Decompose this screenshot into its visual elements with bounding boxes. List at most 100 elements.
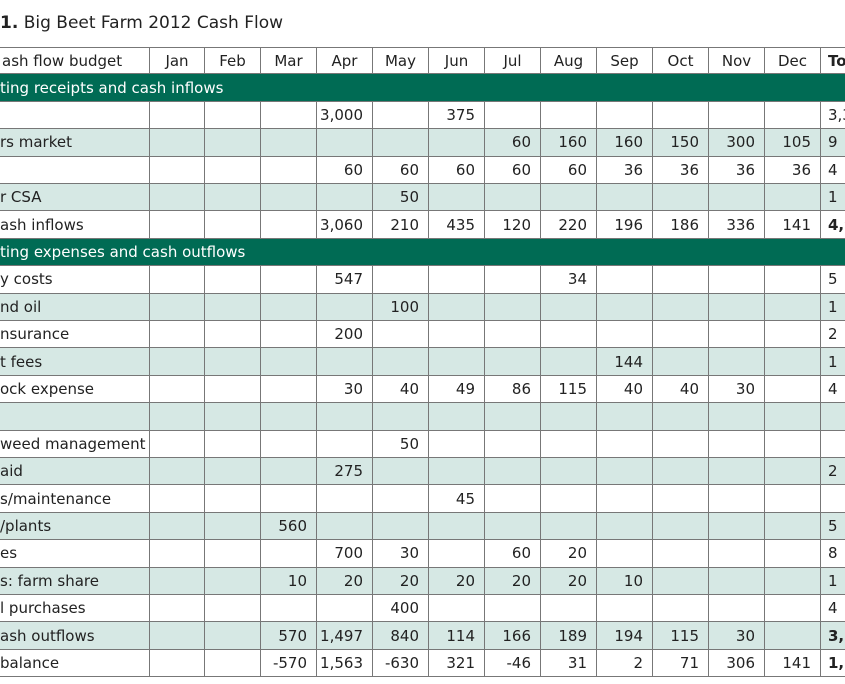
value-cell <box>150 458 205 486</box>
value-cell: 1,1 <box>821 649 845 678</box>
cell-text: es <box>0 544 18 563</box>
value-cell: 275 <box>317 458 373 486</box>
value-cell <box>821 485 845 513</box>
value-cell <box>205 321 261 349</box>
value-cell <box>205 540 261 568</box>
value-cell <box>317 348 373 376</box>
value-cell <box>653 595 709 623</box>
value-cell <box>765 540 821 568</box>
header-cell: Mar <box>261 47 317 75</box>
cell-text: 4 <box>828 160 838 179</box>
header-cell: Dec <box>765 47 821 75</box>
header-cell: Sep <box>597 47 653 75</box>
header-cell: Aug <box>541 47 597 75</box>
value-cell <box>709 567 765 595</box>
header-cell: ash flow budget <box>0 47 150 75</box>
value-cell: 3,7 <box>821 622 845 650</box>
cell-text: 220 <box>558 215 587 234</box>
cell-text: 36 <box>679 160 699 179</box>
cell-text: 20 <box>399 571 419 590</box>
table-title: 1. Big Beet Farm 2012 Cash Flow <box>0 13 283 33</box>
value-cell <box>765 348 821 376</box>
value-cell <box>709 595 765 623</box>
cell-text: 1,1 <box>828 653 845 672</box>
cell-text: 20 <box>455 571 475 590</box>
cell-text: ting receipts and cash inflows <box>0 78 224 97</box>
row-label: l purchases <box>0 595 150 623</box>
value-cell <box>709 485 765 513</box>
value-cell <box>261 101 317 130</box>
value-cell <box>541 348 597 376</box>
cell-text: y costs <box>0 270 53 289</box>
value-cell <box>205 375 261 404</box>
value-cell: 36 <box>709 156 765 184</box>
cell-text: 40 <box>399 379 419 398</box>
value-cell <box>373 266 429 294</box>
cell-text: 3,000 <box>320 105 363 124</box>
cell-text: 10 <box>623 571 643 590</box>
cell-text: 375 <box>446 105 475 124</box>
value-cell: 700 <box>317 540 373 568</box>
value-cell <box>150 348 205 376</box>
value-cell: 40 <box>373 375 429 404</box>
cell-text: 20 <box>567 544 587 563</box>
value-cell <box>261 595 317 623</box>
value-cell <box>205 403 261 431</box>
cell-text: Sep <box>610 51 639 70</box>
cell-text: 1,497 <box>320 626 363 645</box>
cell-text: 20 <box>511 571 531 590</box>
cell-text: l purchases <box>0 599 86 618</box>
value-cell: 160 <box>541 129 597 157</box>
header-cell: Jul <box>485 47 541 75</box>
value-cell: 115 <box>541 375 597 404</box>
value-cell: 2 <box>597 649 653 678</box>
value-cell <box>653 348 709 376</box>
cell-text: Nov <box>721 51 752 70</box>
value-cell <box>765 430 821 458</box>
value-cell <box>150 156 205 184</box>
cell-text: Dec <box>777 51 808 70</box>
value-cell <box>541 512 597 541</box>
cell-text: Aug <box>553 51 584 70</box>
value-cell <box>261 540 317 568</box>
value-cell <box>261 156 317 184</box>
value-cell: 400 <box>373 595 429 623</box>
value-cell: 60 <box>485 156 541 184</box>
value-cell <box>485 293 541 321</box>
value-cell <box>429 512 485 541</box>
cell-text: 40 <box>679 379 699 398</box>
value-cell <box>261 375 317 404</box>
value-cell <box>150 101 205 130</box>
value-cell <box>597 101 653 130</box>
cell-text: 300 <box>726 133 755 152</box>
cell-text: 60 <box>511 160 531 179</box>
cell-text: 10 <box>287 571 307 590</box>
value-cell <box>373 129 429 157</box>
value-cell: 160 <box>597 129 653 157</box>
cell-text: 60 <box>343 160 363 179</box>
cell-text: t fees <box>0 352 43 371</box>
value-cell <box>597 540 653 568</box>
value-cell: 321 <box>429 649 485 678</box>
value-cell <box>709 430 765 458</box>
value-cell <box>653 512 709 541</box>
cell-text: 5 <box>828 516 838 535</box>
cell-text: 3,3 <box>828 105 845 124</box>
value-cell <box>205 101 261 130</box>
value-cell: 10 <box>597 567 653 595</box>
cell-text: 115 <box>670 626 699 645</box>
value-cell: 1,497 <box>317 622 373 650</box>
value-cell <box>373 101 429 130</box>
cell-text: 20 <box>343 571 363 590</box>
value-cell <box>150 512 205 541</box>
value-cell: 10 <box>261 567 317 595</box>
cell-text: 160 <box>614 133 643 152</box>
value-cell <box>485 266 541 294</box>
value-cell: 115 <box>653 622 709 650</box>
value-cell: 5 <box>821 512 845 541</box>
value-cell: 20 <box>429 567 485 595</box>
value-cell <box>429 184 485 212</box>
value-cell: 300 <box>709 129 765 157</box>
value-cell <box>485 458 541 486</box>
cell-text: ash flow budget <box>2 51 123 70</box>
